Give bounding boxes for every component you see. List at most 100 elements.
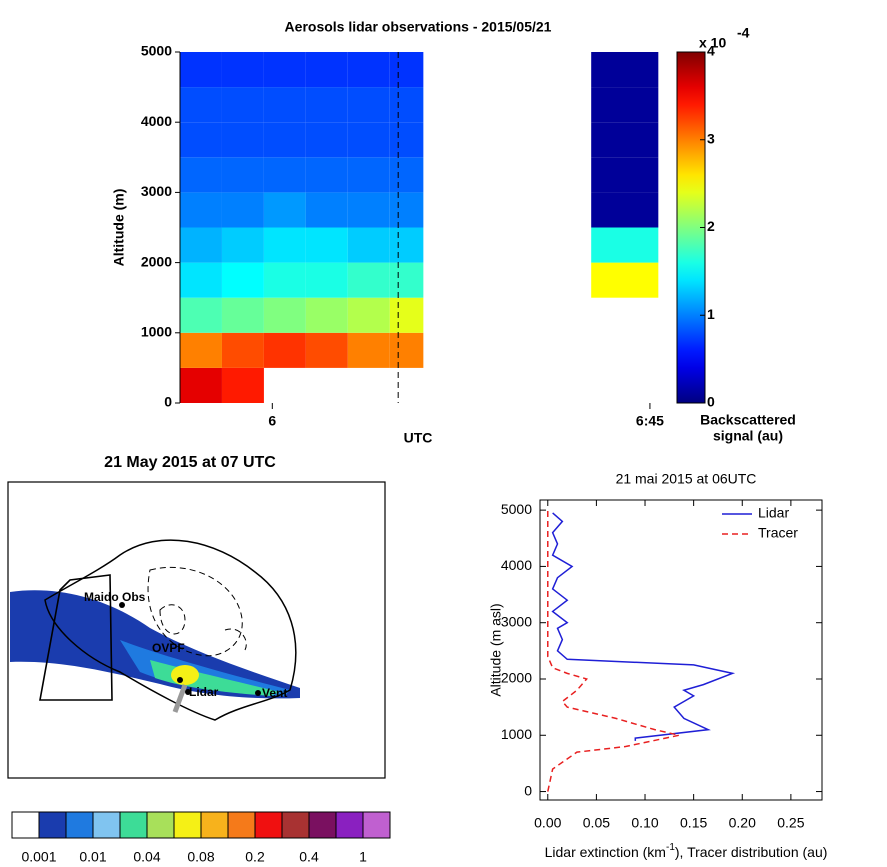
heat-cell [180,52,222,88]
map: Maido Obs OVPF Lidar Vent 21 May 2015 at… [7,454,386,779]
colorbar-label: 1 [359,849,367,865]
heat-cell [305,297,348,333]
x-axis-label: UTC [404,430,433,446]
x-axis-label-part: ), Tracer distribution (au) [675,844,828,860]
heat-cell [221,122,264,158]
contour [147,566,243,657]
chart-title: Aerosols lidar observations - 2015/05/21 [285,19,552,35]
y-tick-label: 5000 [141,43,172,59]
heat-cell [591,122,659,158]
colorbar-label: 0.001 [21,849,56,865]
plot-frame [539,499,823,801]
heat-cell [347,122,390,158]
contour [224,628,247,651]
series-line [551,512,736,741]
heat-cell [221,262,264,298]
heat-cell [389,192,424,228]
heat-cell [263,122,306,158]
site [177,677,183,683]
heat-cell [263,227,306,263]
colorbar-box [254,811,283,839]
x-axis-label-part: Lidar extinction (km [545,844,666,860]
heat-cell [305,52,348,88]
colorbar-label: 0.4 [299,849,319,865]
y-tick-label: 5000 [501,501,532,517]
y-tick-label: 4000 [501,557,532,573]
heat-cell [347,87,390,123]
heat-cell [347,262,390,298]
colorbar-box [335,811,364,839]
legend-label: Lidar [758,505,789,521]
map-label: OVPF [152,641,185,655]
colorbar-box [173,811,202,839]
colorbar-tick-label: 0 [707,394,715,410]
y-tick-label: 2000 [141,253,172,269]
heat-cell [389,52,424,88]
y-tick-label: 1000 [501,726,532,742]
x-tick-label: 0.05 [583,815,610,831]
y-tick-label: 1000 [141,324,172,340]
colorbar-label: Backscattered [700,412,796,428]
heat-cell [347,297,390,333]
heat-cell [305,122,348,158]
colorbar-box [146,811,175,839]
heat-cell [389,157,424,193]
colorbar-box [362,811,391,839]
heat-cell [180,192,222,228]
colorbar-box [65,811,94,839]
heat-cell [347,157,390,193]
site [255,690,261,696]
y-tick-label: 3000 [501,613,532,629]
colorbar-tick-label: 1 [707,306,715,322]
y-tick-label: 0 [164,394,172,410]
heat-cell [389,262,424,298]
heat-cell [180,157,222,193]
colorbar-box [38,811,67,839]
heat-cell [305,227,348,263]
heat-cell [180,87,222,123]
plume-core [120,640,290,696]
heat-cell [221,332,264,368]
heat-cell [180,332,222,368]
site [119,602,125,608]
heat-cell [263,52,306,88]
heat-cell [389,227,424,263]
heat-cell [305,192,348,228]
series-line [547,510,680,792]
contour [159,604,186,635]
heat-cell [305,87,348,123]
colorbar-box [227,811,256,839]
x-axis-label: Lidar extinction (km-1), Tracer distribu… [545,842,828,860]
heat-cell [347,332,390,368]
heat-cell [591,157,659,193]
heat-cell [221,227,264,263]
heat-cell [591,192,659,228]
chart-title: 21 mai 2015 at 06UTC [616,471,757,487]
x-axis-label-part: -1 [666,842,675,853]
colorbar-scale: x 10 [699,35,726,51]
colorbar-box [119,811,148,839]
x-tick-label: 6 [268,413,276,429]
domain-outline [39,574,113,701]
island-outline [44,539,297,721]
heat-cell [221,52,264,88]
y-tick-label: 4000 [141,113,172,129]
colorbar-box [92,811,121,839]
heat-cell [389,332,424,368]
heat-cell [180,297,222,333]
heat-cell [389,122,424,158]
heat-cell [591,52,659,88]
y-tick-label: 0 [524,782,532,798]
heat-cell [347,192,390,228]
y-axis-label: Altitude (m asl) [488,603,504,696]
colorbar-tick-label: 4 [707,43,715,59]
colorbar-box [281,811,310,839]
colorbar-label: 0.04 [133,849,160,865]
heat-cell [221,87,264,123]
colorbar-label: 0.08 [187,849,214,865]
plume [10,590,300,699]
x-tick-label: 6:45 [636,413,664,429]
heat-cell [591,227,659,263]
colorbar-tick-label: 2 [707,218,715,234]
x-tick-label: 0.00 [534,815,561,831]
